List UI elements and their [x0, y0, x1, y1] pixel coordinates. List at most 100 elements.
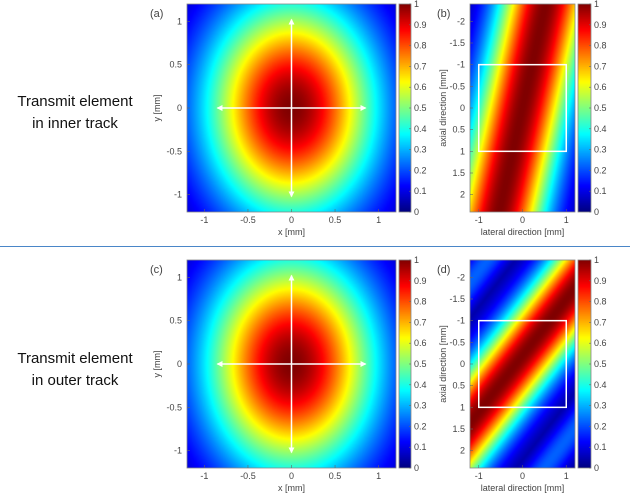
- colorbar-tick-label: 0.7: [594, 61, 607, 71]
- y-tick-label: 2: [460, 190, 465, 200]
- colorbar-tick-label: 0.4: [594, 380, 607, 390]
- y-tick-label: -1.5: [449, 38, 465, 48]
- y-tick-label: -1: [457, 316, 465, 326]
- colorbar-tick-label: 0.6: [594, 338, 607, 348]
- x-tick-label: 0.5: [329, 215, 342, 225]
- colorbar-tick-label: 0: [594, 463, 599, 473]
- colorbar-tick-label: 0.7: [594, 317, 607, 327]
- x-axis-label: lateral direction [mm]: [481, 483, 565, 493]
- colorbar: [578, 4, 591, 212]
- row-divider: [0, 246, 630, 247]
- row-label-inner: Transmit element in inner track: [0, 91, 150, 135]
- x-tick-label: 0: [520, 215, 525, 225]
- colorbar-tick-label: 0.7: [414, 317, 427, 327]
- colorbar-tick-label: 1: [594, 0, 599, 9]
- colorbar-tick-label: 0.9: [414, 20, 427, 30]
- y-tick-label: -0.5: [449, 337, 465, 347]
- row-label-line1: Transmit element: [17, 93, 133, 110]
- colorbar-tick-label: 0.1: [594, 186, 607, 196]
- y-tick-label: 2: [460, 446, 465, 456]
- colorbar-tick-label: 0.2: [594, 165, 607, 175]
- y-axis-label: y [mm]: [152, 351, 162, 378]
- colorbar-tick-label: 0: [594, 207, 599, 217]
- colorbar-tick-label: 0.8: [414, 297, 427, 307]
- y-tick-label: 1: [177, 272, 182, 282]
- colorbar-tick-label: 1: [414, 0, 419, 9]
- colorbar-tick-label: 0.9: [594, 276, 607, 286]
- panel-label: (c): [150, 264, 163, 276]
- x-tick-label: -1: [200, 471, 208, 481]
- x-tick-label: -0.5: [240, 215, 256, 225]
- y-tick-label: -0.5: [449, 81, 465, 91]
- colorbar-tick-label: 0.9: [594, 20, 607, 30]
- colorbar-tick-label: 0.3: [414, 145, 427, 155]
- colorbar-tick-label: 1: [414, 255, 419, 265]
- x-tick-label: 0: [289, 471, 294, 481]
- colorbar-tick-label: 0.8: [594, 297, 607, 307]
- y-tick-label: 0.5: [169, 316, 182, 326]
- x-tick-label: 0: [520, 471, 525, 481]
- colorbar-tick-label: 1: [594, 255, 599, 265]
- x-axis-label: lateral direction [mm]: [481, 227, 565, 237]
- colorbar-tick-label: 0.6: [594, 82, 607, 92]
- y-tick-label: 0: [460, 359, 465, 369]
- region-box: [478, 319, 567, 409]
- x-tick-label: -0.5: [240, 471, 256, 481]
- panel-label: (d): [437, 264, 450, 276]
- y-axis-label: axial direction [mm]: [438, 325, 448, 403]
- colorbar-tick-label: 0.2: [594, 421, 607, 431]
- x-tick-label: 1: [376, 471, 381, 481]
- row-label-line2: in outer track: [31, 372, 119, 389]
- colorbar-tick-label: 0.3: [414, 401, 427, 411]
- x-tick-label: 1: [564, 471, 569, 481]
- colorbar-tick-label: 0: [414, 463, 419, 473]
- axes-frame: [469, 259, 576, 469]
- colorbar-tick-label: 0.9: [414, 276, 427, 286]
- x-tick-label: -1: [475, 471, 483, 481]
- colorbar-tick-label: 0.8: [414, 41, 427, 51]
- y-tick-label: 1.5: [452, 424, 465, 434]
- colorbar-tick-label: 0.3: [594, 401, 607, 411]
- y-tick-label: 1: [460, 402, 465, 412]
- x-tick-label: 1: [376, 215, 381, 225]
- colorbar-tick-label: 0.5: [594, 359, 607, 369]
- colorbar-tick-label: 0.4: [414, 124, 427, 134]
- colorbar-tick-label: 0.4: [414, 380, 427, 390]
- colorbar: [399, 260, 411, 468]
- y-tick-label: -1.5: [449, 294, 465, 304]
- colorbar-tick-label: 0.1: [414, 186, 427, 196]
- colorbar: [578, 260, 591, 468]
- heatmap-b: [470, 4, 575, 212]
- panel-label: (a): [150, 8, 163, 20]
- colorbar-tick-label: 0.6: [414, 82, 427, 92]
- y-tick-label: -2: [457, 272, 465, 282]
- colorbar-tick-label: 0: [414, 207, 419, 217]
- x-tick-label: -1: [475, 215, 483, 225]
- colorbar: [399, 4, 411, 212]
- x-tick-label: -1: [200, 215, 208, 225]
- colorbar-tick-label: 0.6: [414, 338, 427, 348]
- colorbar-tick-label: 0.1: [414, 442, 427, 452]
- y-tick-label: -2: [457, 16, 465, 26]
- colorbar-tick-label: 0.5: [414, 359, 427, 369]
- y-axis-label: axial direction [mm]: [438, 69, 448, 147]
- colorbar-tick-label: 0.3: [594, 145, 607, 155]
- y-tick-label: 0.5: [169, 60, 182, 70]
- y-tick-label: 1: [177, 16, 182, 26]
- y-tick-label: -1: [174, 190, 182, 200]
- colorbar-tick-label: 0.1: [594, 442, 607, 452]
- y-tick-label: 0.5: [452, 125, 465, 135]
- row-label-outer: Transmit element in outer track: [0, 348, 150, 392]
- panel-label: (b): [437, 8, 450, 20]
- y-tick-label: 0: [177, 103, 182, 113]
- colorbar-tick-label: 0.4: [594, 124, 607, 134]
- y-tick-label: -0.5: [166, 402, 182, 412]
- x-tick-label: 1: [564, 215, 569, 225]
- y-tick-label: -1: [174, 446, 182, 456]
- colorbar-tick-label: 0.8: [594, 41, 607, 51]
- y-tick-label: 1: [460, 146, 465, 156]
- colorbar-tick-label: 0.5: [594, 103, 607, 113]
- y-tick-label: 0: [177, 359, 182, 369]
- x-axis-label: x [mm]: [278, 483, 305, 493]
